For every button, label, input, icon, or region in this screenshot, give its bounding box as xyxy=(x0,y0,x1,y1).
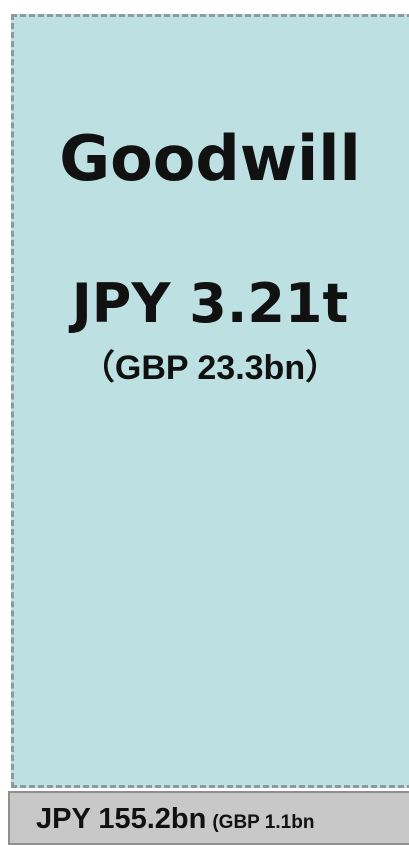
footer-value-gbp: (GBP 1.1bn xyxy=(212,812,315,833)
goodwill-box xyxy=(11,14,409,788)
footer-bar xyxy=(8,791,409,845)
box-value: JPY 3.21t xyxy=(71,272,349,335)
box-value-gbp: （GBP 23.3bn） xyxy=(80,349,340,387)
footer-text: JPY 155.2bn (GBP 1.1bn xyxy=(36,803,314,836)
footer-value: JPY 155.2bn xyxy=(36,803,207,835)
box-title: Goodwill xyxy=(59,122,361,195)
